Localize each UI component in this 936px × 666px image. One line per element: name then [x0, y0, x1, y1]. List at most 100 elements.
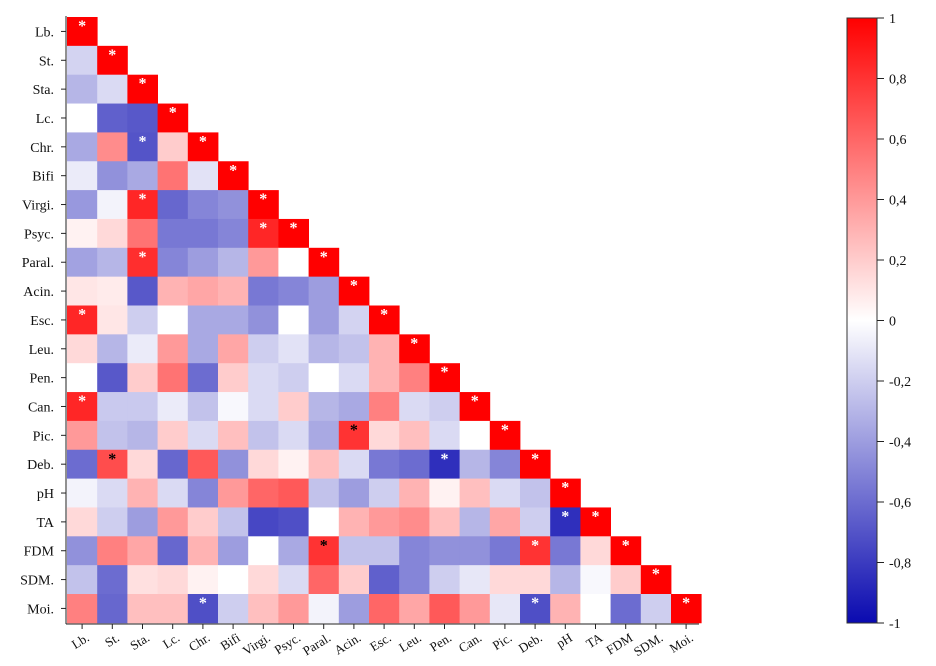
heatmap-cell	[187, 420, 219, 451]
heatmap-cell	[97, 247, 128, 278]
heatmap-cell	[308, 392, 340, 422]
heatmap-cell	[127, 392, 158, 422]
heatmap-cell	[157, 305, 189, 335]
heatmap-cell	[520, 478, 551, 508]
heatmap-cell	[127, 132, 158, 162]
heatmap-cell	[67, 363, 98, 393]
column-label: Sta.	[127, 630, 152, 653]
heatmap-cell	[429, 478, 460, 508]
column-label: Pen.	[427, 630, 454, 655]
column-label: Esc.	[367, 630, 394, 654]
heatmap-cell	[459, 594, 491, 624]
heatmap-cell	[187, 161, 219, 191]
significance-star: *	[199, 133, 207, 150]
heatmap-cell	[127, 74, 158, 104]
heatmap-cell	[610, 594, 642, 624]
heatmap-cell	[97, 565, 128, 595]
heatmap-cell	[308, 449, 340, 479]
row-label: Lc.	[36, 112, 54, 127]
heatmap-cell	[399, 449, 430, 479]
heatmap-cell	[127, 420, 158, 451]
heatmap-cell	[218, 565, 249, 595]
column-label: Acin.	[331, 630, 363, 658]
column-label: pH	[553, 630, 574, 651]
heatmap-cell	[278, 478, 309, 508]
row-label: Pic.	[33, 429, 54, 444]
heatmap-cell	[278, 449, 309, 479]
column-label: Bifi	[218, 630, 243, 654]
significance-star: *	[682, 595, 690, 612]
significance-star: *	[622, 537, 630, 554]
heatmap-cell	[97, 218, 128, 249]
heatmap-cell	[369, 565, 400, 595]
heatmap-cell	[218, 449, 249, 479]
row-label: Virgi.	[22, 199, 54, 214]
heatmap-cell	[489, 565, 521, 595]
heatmap-cell	[369, 536, 400, 566]
heatmap-cell	[157, 507, 189, 537]
heatmap-cell	[127, 536, 158, 566]
heatmap-cell	[67, 507, 98, 537]
heatmap-cell	[218, 392, 249, 422]
column-label: Chr.	[186, 630, 213, 654]
heatmap-cell	[308, 334, 340, 364]
column-label: FDM	[603, 630, 635, 658]
heatmap-cell	[218, 420, 249, 451]
heatmap-cell	[489, 420, 521, 451]
significance-star: *	[259, 191, 267, 208]
heatmap-cell	[429, 449, 460, 479]
column-label: Virgi.	[240, 630, 273, 658]
heatmap-cell	[459, 392, 491, 422]
heatmap-cell	[580, 507, 611, 537]
heatmap-cell	[399, 594, 430, 624]
heatmap-cell	[67, 449, 98, 479]
colorbar-tick-label: -0,8	[889, 557, 911, 572]
column-label: Deb.	[516, 630, 545, 656]
heatmap-cell	[369, 478, 400, 508]
heatmap-cell	[429, 507, 460, 537]
heatmap-cell	[248, 420, 279, 451]
heatmap-cell	[157, 392, 189, 422]
row-label: Can.	[28, 400, 54, 415]
colorbar	[846, 17, 878, 624]
heatmap-cell	[369, 392, 400, 422]
heatmap-cell	[127, 594, 158, 624]
heatmap-cell	[399, 507, 430, 537]
heatmap-cell	[278, 305, 309, 335]
heatmap-cell	[218, 247, 249, 278]
heatmap-cell	[429, 420, 460, 451]
heatmap-cell	[248, 392, 279, 422]
heatmap-cell	[248, 190, 279, 220]
heatmap-cell	[187, 132, 219, 162]
heatmap-cell	[157, 218, 189, 249]
significance-star: *	[441, 364, 449, 381]
heatmap-cell	[459, 536, 491, 566]
heatmap-cell	[187, 218, 219, 249]
heatmap-cell	[338, 392, 370, 422]
heatmap-cell	[67, 536, 98, 566]
heatmap-cell	[67, 74, 98, 104]
heatmap-cell	[127, 218, 158, 249]
heatmap-cell	[187, 392, 219, 422]
heatmap-cell	[338, 334, 370, 364]
row-label: Esc.	[30, 314, 54, 329]
heatmap-cell	[399, 565, 430, 595]
heatmap-cell	[127, 334, 158, 364]
row-label: Acin.	[23, 285, 54, 300]
heatmap-cell	[338, 363, 370, 393]
colorbar-tick-label: -0,4	[889, 436, 911, 451]
heatmap-cell	[308, 536, 340, 566]
heatmap-cell	[187, 536, 219, 566]
heatmap-cell	[97, 305, 128, 335]
row-label: Deb.	[27, 458, 54, 473]
colorbar-tick-label: 0,6	[889, 133, 907, 148]
heatmap-cell	[429, 565, 460, 595]
significance-star: *	[78, 307, 86, 324]
significance-star: *	[108, 451, 116, 468]
heatmap-cell	[580, 594, 611, 624]
heatmap-cell	[218, 276, 249, 306]
heatmap-cell	[67, 190, 98, 220]
heatmap-cell	[218, 305, 249, 335]
column-label: Lb.	[69, 630, 92, 652]
heatmap-cells	[67, 17, 702, 624]
